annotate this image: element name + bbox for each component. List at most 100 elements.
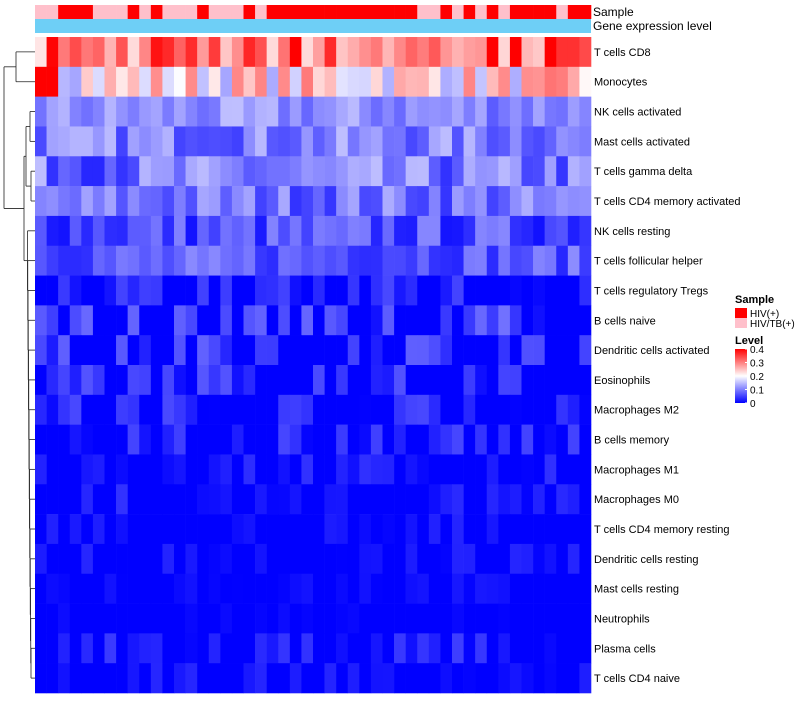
heatmap-cell — [428, 186, 441, 217]
sample-annotation-cell — [579, 5, 592, 19]
heatmap-cell — [46, 663, 59, 694]
heatmap-cell — [579, 573, 592, 604]
heatmap-cell — [266, 335, 279, 366]
heatmap-cell — [463, 633, 476, 664]
heatmap-cell — [116, 365, 128, 396]
annotation-tracks — [35, 5, 592, 33]
heatmap-cell — [127, 454, 140, 485]
heatmap-cell — [579, 186, 592, 217]
heatmap-cell — [220, 126, 233, 157]
heatmap-cell — [394, 186, 406, 217]
heatmap-cell — [35, 96, 47, 127]
heatmap-cell — [127, 156, 140, 187]
heatmap-cell — [185, 215, 198, 247]
heatmap-cell — [533, 484, 545, 515]
heatmap-cell — [382, 603, 395, 634]
heatmap-cell — [220, 514, 233, 545]
heatmap-cell — [220, 484, 233, 515]
heatmap-cell — [382, 663, 395, 694]
heatmap-cell — [266, 663, 279, 694]
heatmap-cell — [92, 633, 105, 664]
heatmap-cell — [185, 543, 198, 575]
heatmap-cell — [452, 245, 464, 276]
heatmap-cell — [301, 514, 314, 545]
sample-annotation-cell — [266, 5, 279, 19]
heatmap-cell — [428, 37, 441, 68]
heatmap-cell — [162, 454, 175, 485]
heatmap-cell — [104, 37, 117, 68]
row-label: T cells regulatory Tregs — [594, 285, 709, 297]
heatmap-cell — [452, 37, 464, 68]
heatmap-cell — [521, 245, 534, 276]
heatmap-cell — [185, 335, 198, 366]
heatmap-cell — [324, 484, 337, 515]
heatmap-cell — [92, 514, 105, 545]
heatmap-cell — [336, 305, 349, 336]
heatmap-cell — [150, 573, 163, 604]
heatmap-cell — [579, 215, 592, 247]
heatmap-cell — [405, 66, 418, 97]
sample-annotation-cell — [428, 5, 441, 19]
heatmap-cell — [174, 335, 186, 366]
heatmap-cell — [463, 543, 476, 575]
heatmap-cell — [35, 365, 47, 396]
heatmap-cell — [579, 663, 592, 694]
heatmap-cell — [567, 37, 580, 68]
heatmap-cell — [359, 633, 372, 664]
sample-annotation-cell — [35, 5, 47, 19]
heatmap-cell — [220, 37, 233, 68]
heatmap-cell — [417, 365, 430, 396]
heatmap-cell — [405, 37, 418, 68]
heatmap-cell — [92, 245, 105, 276]
heatmap-cell — [104, 96, 117, 127]
heatmap-cell — [69, 365, 82, 396]
heatmap-cell — [266, 365, 279, 396]
heatmap-cell — [116, 573, 128, 604]
heatmap-cell — [139, 215, 152, 247]
heatmap-cell — [324, 96, 337, 127]
heatmap-cell — [81, 365, 94, 396]
heatmap-cell — [81, 96, 94, 127]
heatmap-cell — [46, 66, 59, 97]
heatmap-cell — [92, 66, 105, 97]
heatmap-cell — [475, 454, 488, 485]
heatmap-cell — [428, 514, 441, 545]
heatmap-cell — [231, 454, 244, 485]
heatmap-cell — [208, 573, 221, 604]
heatmap-cell — [382, 305, 395, 336]
heatmap-cell — [174, 573, 186, 604]
heatmap-cell — [69, 245, 82, 276]
heatmap-cell — [104, 66, 117, 97]
heatmap-cell — [185, 663, 198, 694]
heatmap-cell — [116, 663, 128, 694]
heatmap-cell — [139, 365, 152, 396]
heatmap-cell — [220, 275, 233, 306]
heatmap-cell — [255, 394, 267, 425]
heatmap-cell — [405, 96, 418, 127]
heatmap-cell — [370, 37, 383, 68]
heatmap-cell — [533, 215, 545, 247]
heatmap-cell — [498, 603, 511, 634]
heatmap-cell — [35, 275, 47, 306]
heatmap-cell — [185, 156, 198, 187]
heatmap-cell — [197, 275, 210, 306]
heatmap-cell — [127, 365, 140, 396]
heatmap-cell — [428, 663, 441, 694]
heatmap-cell — [382, 424, 395, 455]
heatmap-cell — [104, 156, 117, 187]
heatmap-cell — [313, 275, 325, 306]
heatmap-cell — [162, 365, 175, 396]
heatmap-cell — [289, 275, 302, 306]
sample-legend-label: HIV(+) — [750, 309, 779, 320]
heatmap-cell — [428, 305, 441, 336]
heatmap-cell — [58, 156, 71, 187]
heatmap-cell — [289, 215, 302, 247]
heatmap-cell — [336, 603, 349, 634]
heatmap-cell — [382, 275, 395, 306]
heatmap-cell — [428, 365, 441, 396]
heatmap-cell — [556, 215, 569, 247]
heatmap-cell — [382, 37, 395, 68]
heatmap-cell — [35, 186, 47, 217]
heatmap-cell — [46, 305, 59, 336]
heatmap-cell — [428, 394, 441, 425]
